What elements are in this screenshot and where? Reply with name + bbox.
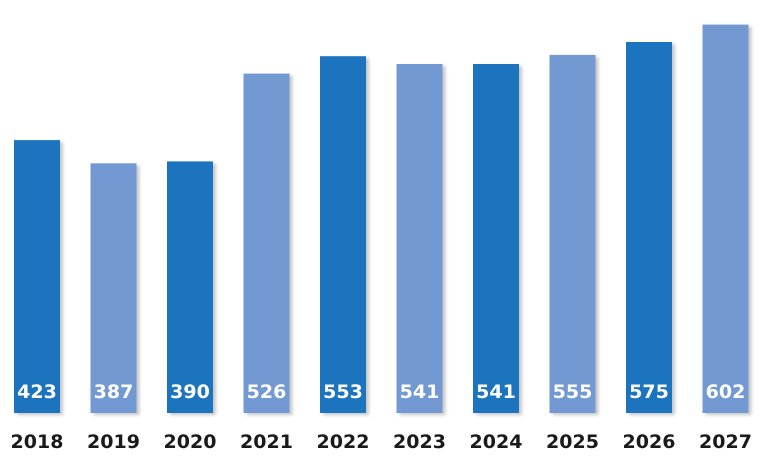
bar-2020: [167, 161, 213, 413]
x-tick-label-2018: 2018: [11, 431, 64, 453]
bar-2025: [549, 54, 596, 414]
x-tick-label-2020: 2020: [164, 431, 217, 453]
bar-value-label-2020: 390: [170, 381, 210, 403]
x-tick-label-2024: 2024: [470, 431, 523, 453]
bar-value-label-2021: 526: [247, 381, 287, 403]
bar-2021: [243, 73, 290, 413]
bar-2022: [320, 56, 366, 413]
bar-2018: [14, 140, 60, 413]
x-tick-label-2025: 2025: [546, 431, 599, 453]
bar-2024: [473, 64, 519, 413]
bar-value-label-2027: 602: [706, 381, 746, 403]
bar-value-label-2019: 387: [94, 381, 134, 403]
bar-2026: [626, 42, 672, 413]
bar-value-label-2018: 423: [17, 381, 57, 403]
bar-2027: [702, 24, 749, 413]
bar-value-label-2023: 541: [400, 381, 440, 403]
x-tick-label-2026: 2026: [623, 431, 676, 453]
bar-value-label-2022: 553: [323, 381, 363, 403]
x-tick-label-2023: 2023: [393, 431, 446, 453]
bars-group: [14, 24, 749, 414]
bar-value-label-2025: 555: [553, 381, 593, 403]
x-tick-label-2027: 2027: [699, 431, 752, 453]
bar-value-label-2024: 541: [476, 381, 516, 403]
x-axis-tick-labels: 2018 2019 2020 2021 2022 2023 2024 2025 2026 2027: [11, 431, 752, 453]
bar-2023: [396, 64, 443, 413]
x-tick-label-2019: 2019: [87, 431, 140, 453]
bar-2019: [90, 163, 137, 413]
x-tick-label-2022: 2022: [317, 431, 370, 453]
x-tick-label-2021: 2021: [240, 431, 293, 453]
bar-value-label-2026: 575: [629, 381, 669, 403]
bar-value-labels: 423 387 390 526 553 541 541 555 575 602: [17, 381, 745, 403]
